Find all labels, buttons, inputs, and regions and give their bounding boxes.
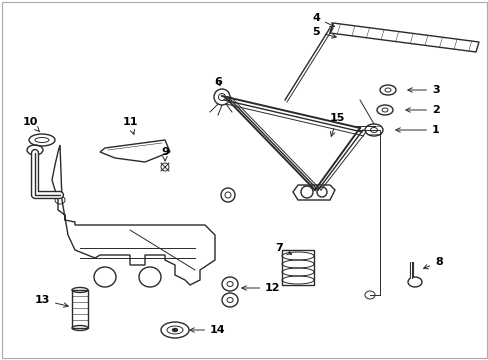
Text: 3: 3 bbox=[407, 85, 439, 95]
Text: 6: 6 bbox=[214, 77, 222, 87]
Bar bbox=[72, 290, 88, 328]
Text: 15: 15 bbox=[329, 113, 345, 136]
Text: 4: 4 bbox=[311, 13, 334, 27]
Bar bbox=[282, 250, 313, 285]
Text: 9: 9 bbox=[161, 147, 168, 161]
Ellipse shape bbox=[172, 328, 177, 332]
Text: 7: 7 bbox=[275, 243, 291, 254]
Text: 14: 14 bbox=[189, 325, 225, 335]
Text: 10: 10 bbox=[22, 117, 40, 132]
Text: 11: 11 bbox=[122, 117, 138, 134]
Text: 12: 12 bbox=[242, 283, 280, 293]
Text: 8: 8 bbox=[423, 257, 442, 269]
Text: 5: 5 bbox=[312, 27, 336, 38]
Text: 1: 1 bbox=[395, 125, 439, 135]
Text: 13: 13 bbox=[35, 295, 68, 307]
Text: 2: 2 bbox=[405, 105, 439, 115]
